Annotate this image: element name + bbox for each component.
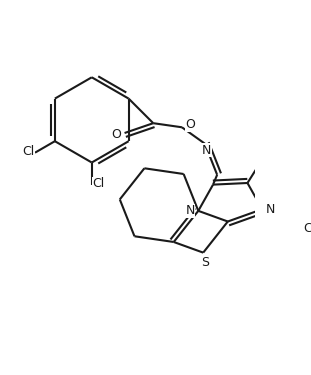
Text: N: N <box>185 204 195 218</box>
Text: O: O <box>111 128 121 141</box>
Text: S: S <box>201 256 209 269</box>
Text: O: O <box>185 118 195 131</box>
Text: Cl: Cl <box>92 177 104 190</box>
Text: Cl: Cl <box>303 222 311 234</box>
Text: N: N <box>266 203 275 216</box>
Text: N: N <box>202 144 211 157</box>
Text: Cl: Cl <box>22 144 35 158</box>
